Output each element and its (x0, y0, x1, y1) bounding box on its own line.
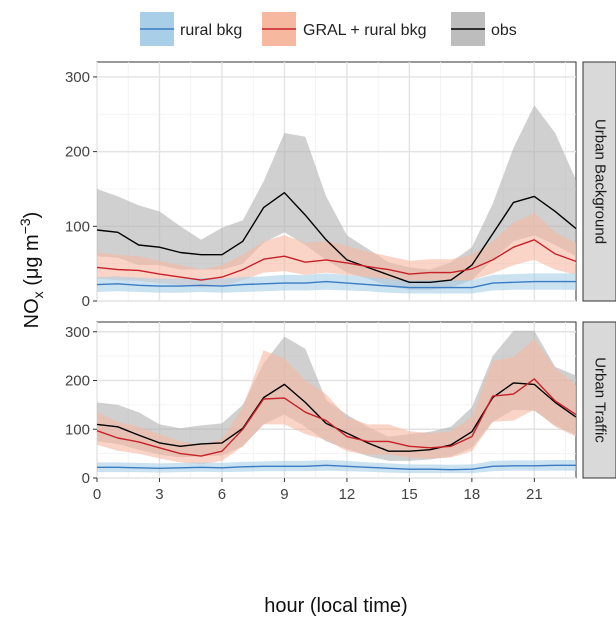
legend-item-obs: obs (451, 12, 517, 46)
x-tick-label: 9 (280, 486, 288, 503)
y-axis-title-close: ) (21, 212, 43, 219)
y-axis-title-unit: (μg m (21, 234, 43, 291)
x-axis: 0 3 6 9 12 15 18 21 (93, 478, 543, 503)
strip-box (582, 61, 616, 302)
lines (96, 378, 577, 471)
line-rural-bkg (97, 464, 576, 471)
x-tick-label: 12 (339, 486, 356, 503)
strip-label: Urban Traffic (592, 357, 609, 443)
y-tick-label: 300 (65, 69, 90, 86)
panel-urban-background: 0 100 200 300 Urban Background (65, 61, 616, 310)
strip-box (582, 321, 616, 479)
y-ticks: 0 100 200 300 (65, 324, 97, 487)
legend-item-gral-rural-bkg: GRAL + rural bkg (262, 12, 426, 46)
line-gral-rural-bkg (96, 378, 577, 457)
y-tick-label: 0 (82, 293, 90, 310)
y-tick-label: 0 (82, 470, 90, 487)
strip-label: Urban Background (592, 119, 609, 244)
ribbon-gral-rural-bkg (97, 339, 576, 465)
line-gral-rural-bkg (96, 239, 577, 281)
x-tick-label: 3 (155, 486, 163, 503)
line-obs (96, 191, 577, 283)
y-axis-title-main: NO (21, 298, 43, 328)
legend: rural bkg GRAL + rural bkg obs (140, 12, 517, 46)
x-tick-label: 15 (401, 486, 418, 503)
x-tick-label: 6 (218, 486, 226, 503)
y-axis-title-sub: x (30, 291, 46, 298)
y-ticks: 0 100 200 300 (65, 69, 97, 310)
legend-item-rural-bkg: rural bkg (140, 12, 242, 46)
y-tick-label: 100 (65, 218, 90, 235)
lines (96, 191, 577, 289)
y-axis-title-exp: −3 (17, 218, 33, 234)
x-axis-title: hour (local time) (264, 595, 407, 617)
legend-label-obs: obs (491, 22, 517, 39)
legend-label-rural-bkg: rural bkg (180, 22, 242, 39)
y-tick-label: 300 (65, 324, 90, 341)
x-tick-label: 18 (464, 486, 481, 503)
ribbon-obs (97, 105, 576, 290)
x-tick-label: 21 (526, 486, 543, 503)
legend-label-gral-rural-bkg: GRAL + rural bkg (303, 22, 426, 39)
x-tick-label: 0 (93, 486, 101, 503)
y-axis-title: NOx (μg m−3) (17, 212, 46, 329)
y-tick-label: 200 (65, 373, 90, 390)
panel-urban-traffic: 0 100 200 300 Urban Traffic (65, 321, 616, 487)
y-tick-label: 200 (65, 144, 90, 161)
y-tick-label: 100 (65, 421, 90, 438)
line-rural-bkg (96, 280, 576, 289)
